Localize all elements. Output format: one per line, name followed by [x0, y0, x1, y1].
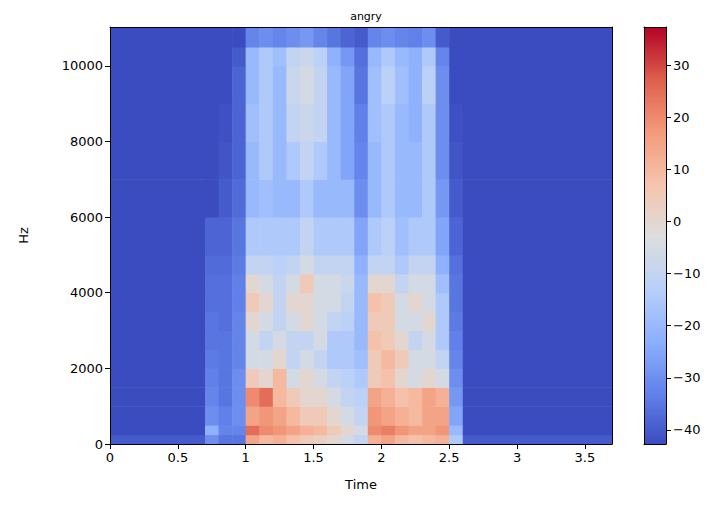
svg-text:1: 1 — [242, 450, 250, 465]
svg-text:20: 20 — [673, 110, 690, 125]
svg-text:−10: −10 — [673, 266, 700, 281]
svg-text:8000: 8000 — [70, 134, 103, 149]
svg-text:1.5: 1.5 — [303, 450, 324, 465]
svg-text:Time: Time — [344, 477, 377, 492]
svg-text:0.5: 0.5 — [167, 450, 188, 465]
svg-text:4000: 4000 — [70, 285, 103, 300]
svg-text:−30: −30 — [673, 370, 700, 385]
svg-text:3: 3 — [513, 450, 521, 465]
svg-text:0: 0 — [673, 214, 681, 229]
svg-text:−40: −40 — [673, 422, 700, 437]
svg-text:−20: −20 — [673, 318, 700, 333]
svg-text:2.5: 2.5 — [439, 450, 460, 465]
svg-text:30: 30 — [673, 58, 690, 73]
svg-text:3.5: 3.5 — [575, 450, 596, 465]
svg-text:10000: 10000 — [62, 58, 103, 73]
svg-text:10: 10 — [673, 162, 690, 177]
svg-text:Hz: Hz — [16, 227, 31, 244]
svg-text:0: 0 — [95, 437, 103, 452]
svg-text:0: 0 — [106, 450, 114, 465]
svg-text:angry: angry — [350, 10, 382, 23]
svg-text:2000: 2000 — [70, 361, 103, 376]
svg-text:2: 2 — [377, 450, 385, 465]
svg-text:6000: 6000 — [70, 210, 103, 225]
